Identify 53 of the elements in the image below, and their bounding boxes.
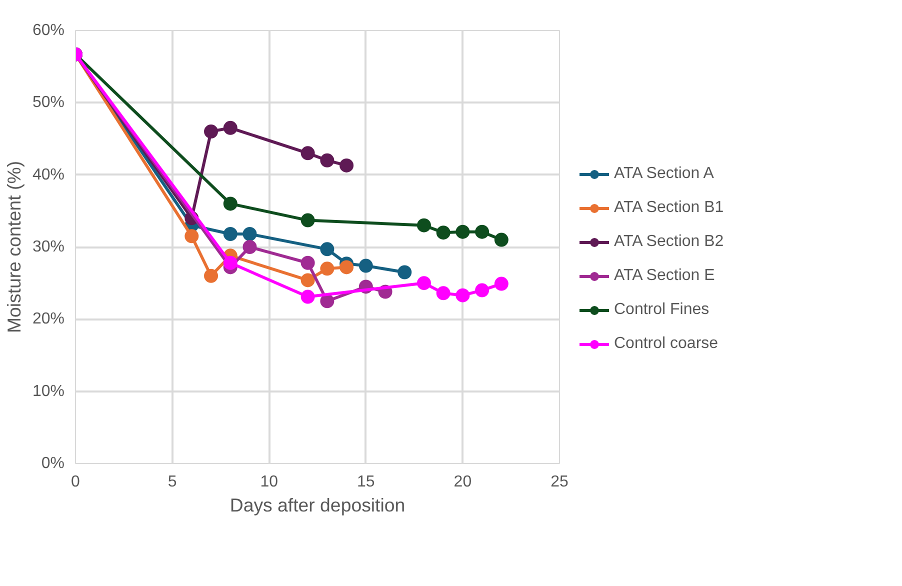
x-tick-label: 25 bbox=[550, 474, 568, 490]
point bbox=[184, 229, 199, 244]
point bbox=[456, 288, 470, 302]
y-tick-label: 20% bbox=[32, 310, 65, 328]
y-tick-label: 40% bbox=[32, 166, 65, 184]
point bbox=[320, 294, 334, 308]
x-tick-label: 20 bbox=[454, 474, 472, 490]
point bbox=[300, 290, 315, 304]
point bbox=[320, 262, 334, 276]
y-tick-label: 30% bbox=[32, 238, 65, 256]
point bbox=[223, 227, 238, 241]
point bbox=[204, 268, 218, 283]
point bbox=[416, 218, 431, 232]
point bbox=[436, 226, 450, 240]
point bbox=[204, 124, 218, 139]
point bbox=[475, 283, 490, 298]
point bbox=[242, 240, 257, 254]
y-tick-label: 10% bbox=[32, 382, 65, 400]
point bbox=[300, 256, 315, 270]
point bbox=[494, 276, 508, 291]
point bbox=[398, 265, 412, 280]
legend-label: ATA Section B2 bbox=[614, 233, 724, 251]
point bbox=[223, 256, 238, 270]
point bbox=[320, 242, 334, 256]
y-axis-title: Moisture content (%) bbox=[3, 160, 24, 334]
point bbox=[242, 227, 257, 241]
x-tick-label: 15 bbox=[357, 474, 375, 490]
x-axis-title: Days after deposition bbox=[230, 494, 406, 516]
point bbox=[358, 258, 373, 273]
point bbox=[416, 276, 431, 290]
legend-label: Control Fines bbox=[614, 301, 710, 319]
point bbox=[340, 260, 354, 274]
point bbox=[456, 224, 470, 239]
point bbox=[436, 286, 450, 300]
point bbox=[320, 153, 334, 168]
point bbox=[300, 273, 315, 288]
legend-label: ATA Section A bbox=[614, 165, 714, 183]
point bbox=[223, 120, 238, 135]
point bbox=[300, 146, 315, 160]
y-tick-label: 60% bbox=[32, 22, 65, 39]
point bbox=[300, 213, 315, 228]
point bbox=[340, 158, 354, 172]
legend-label: Control coarse bbox=[614, 335, 718, 353]
x-tick-label: 0 bbox=[71, 474, 80, 490]
x-tick-label: 5 bbox=[168, 474, 177, 490]
point bbox=[494, 232, 508, 247]
x-tick-label: 10 bbox=[260, 474, 278, 490]
legend-label: ATA Section B1 bbox=[614, 199, 724, 217]
y-tick-label: 50% bbox=[32, 94, 65, 112]
point bbox=[223, 196, 238, 211]
point bbox=[475, 224, 490, 239]
y-tick-label: 0% bbox=[41, 455, 64, 472]
legend-label: ATA Section E bbox=[614, 267, 715, 285]
